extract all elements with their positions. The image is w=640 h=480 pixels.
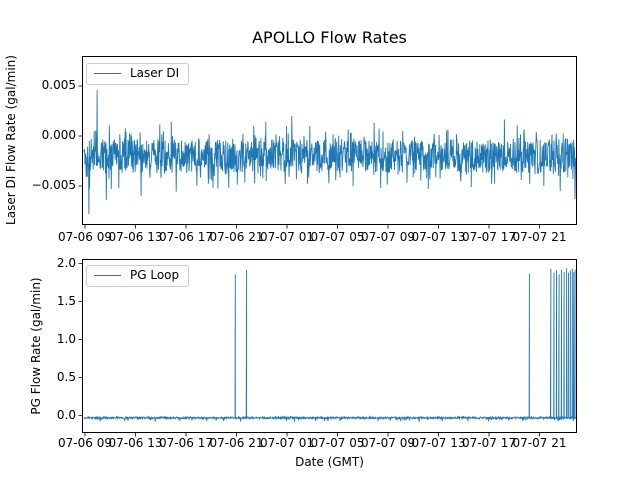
x-tick-label: 07-07 05 — [310, 436, 365, 450]
xlabel: Date (GMT) — [295, 455, 364, 469]
x-tick-label: 07-07 17 — [462, 230, 516, 244]
x-tick-label: 07-07 09 — [361, 436, 415, 450]
x-tick-label: 07-07 21 — [512, 230, 567, 244]
x-tick-label: 07-06 13 — [108, 436, 163, 450]
laser-di-series-svg — [78, 56, 577, 229]
x-tick-label: 07-06 21 — [209, 436, 264, 450]
x-tick-label: 07-06 09 — [58, 230, 112, 244]
x-tick-label: 07-07 01 — [260, 436, 314, 450]
x-tick-label: 07-07 21 — [512, 436, 567, 450]
legend-line-sample — [94, 274, 121, 277]
y-tick-label: 0.0 — [56, 407, 76, 422]
x-tick-label: 07-06 09 — [58, 436, 112, 450]
ylabel-pg-loop: PG Flow Rate (gal/min) — [29, 277, 43, 415]
y-tick-label: −0.005 — [31, 178, 76, 192]
x-tick-row-bottom: 07-06 09 07-06 13 07-06 17 07-06 21 07-07 01… — [0, 436, 640, 452]
x-tick-label: 07-07 01 — [260, 230, 314, 244]
x-tick-row-top: 07-06 09 07-06 13 07-06 17 07-06 21 07-07 01… — [0, 230, 640, 246]
y-tick-label: 1.0 — [56, 331, 76, 346]
laser-di-axes: Laser DI — [78, 56, 577, 229]
x-tick-label: 07-07 13 — [411, 230, 466, 244]
y-tick-label: 0.000 — [41, 128, 76, 142]
x-tick-label: 07-06 17 — [159, 230, 213, 244]
chart-title: APOLLO Flow Rates — [252, 28, 407, 47]
y-tick-label: 0.5 — [56, 369, 76, 384]
y-tick-label: 2.0 — [56, 255, 76, 270]
y-tick-label: 0.005 — [41, 78, 76, 92]
y-tick-label: 1.5 — [56, 293, 76, 308]
pg-loop-axes: PG Loop — [78, 259, 577, 437]
x-tick-label: 07-07 09 — [361, 230, 415, 244]
legend-label: Laser DI — [130, 66, 180, 80]
legend-label: PG Loop — [130, 268, 180, 282]
legend-laser-di: Laser DI — [86, 63, 190, 85]
legend-pg-loop: PG Loop — [86, 265, 190, 287]
x-tick-label: 07-07 17 — [462, 436, 516, 450]
ylabel-laser-di: Laser DI Flow Rate (gal/min) — [4, 55, 18, 225]
x-tick-label: 07-06 17 — [159, 436, 213, 450]
legend-line-sample — [94, 72, 121, 75]
x-tick-label: 07-06 21 — [209, 230, 264, 244]
pg-loop-series-svg — [78, 259, 577, 437]
x-tick-label: 07-07 13 — [411, 436, 466, 450]
x-tick-label: 07-06 13 — [108, 230, 163, 244]
x-tick-label: 07-07 05 — [310, 230, 365, 244]
